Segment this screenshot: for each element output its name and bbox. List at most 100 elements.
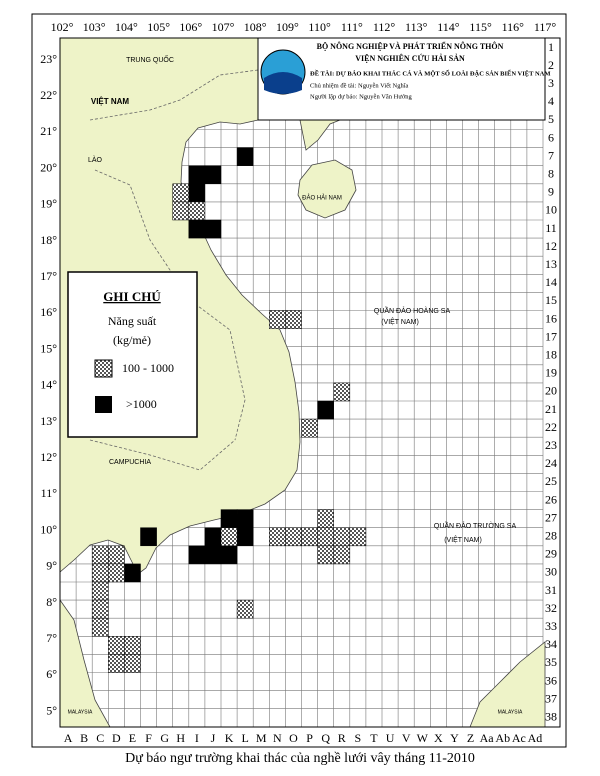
column-label: N — [273, 731, 282, 745]
longitude-label: 112° — [373, 20, 396, 34]
longitude-label: 102° — [51, 20, 74, 34]
border — [89, 69, 259, 121]
cell-medium — [91, 581, 109, 601]
cell-high — [188, 165, 206, 185]
cell-medium — [91, 617, 109, 637]
longitude-label: 113° — [405, 20, 428, 34]
column-label: H — [176, 731, 185, 745]
latitude-label: 5° — [46, 703, 57, 717]
forecaster: Người lập dự báo: Nguyễn Văn Hướng — [310, 93, 413, 100]
cell-high — [204, 545, 222, 565]
latitude-label: 21° — [40, 124, 57, 138]
row-label: 11 — [545, 221, 557, 235]
column-label: G — [160, 731, 169, 745]
row-label: 7 — [548, 148, 554, 162]
cell-medium — [172, 201, 190, 221]
legend-frame — [67, 271, 198, 438]
leizhou — [262, 119, 341, 151]
cell-medium — [172, 183, 190, 203]
cell-medium — [317, 527, 334, 547]
cell-high — [317, 400, 334, 420]
place-name: QUẦN ĐẢO HOÀNG SA — [374, 305, 451, 315]
row-label: 29 — [545, 547, 557, 561]
cell-medium — [108, 636, 125, 655]
caption: Dự báo ngư trường khai thác của nghề lướ… — [125, 751, 475, 766]
latitude-label: 6° — [46, 667, 57, 681]
cell-medium — [124, 654, 141, 673]
place-name: ĐẢO HẢI NAM — [302, 195, 342, 202]
cell-medium — [349, 527, 367, 547]
longitude-label: 103° — [83, 20, 106, 34]
hainan — [297, 159, 357, 219]
column-label: Ac — [512, 731, 526, 745]
cell-medium — [124, 636, 141, 655]
column-label: D — [112, 731, 121, 745]
longitude-label: 114° — [437, 20, 460, 34]
legend-label: 100 - 1000 — [122, 361, 174, 375]
row-label: 34 — [545, 637, 557, 651]
cell-medium — [333, 382, 351, 402]
column-label: P — [306, 731, 313, 745]
cell-medium — [91, 599, 109, 619]
cell-high — [204, 165, 222, 185]
column-label: O — [289, 731, 298, 745]
longitude-label: 110° — [308, 20, 331, 34]
cell-medium — [188, 201, 206, 221]
longitude-label: 109° — [276, 20, 299, 34]
column-label: U — [386, 731, 395, 745]
cell-high — [124, 563, 141, 583]
row-label: 25 — [545, 474, 557, 488]
cell-high — [204, 219, 222, 239]
cell-medium — [236, 599, 254, 619]
column-label: Aa — [480, 731, 495, 745]
column-label: F — [145, 731, 152, 745]
place-name: (VIỆT NAM) — [444, 535, 482, 544]
column-label: I — [195, 731, 199, 745]
row-label: 6 — [548, 130, 554, 144]
cell-medium — [285, 310, 302, 329]
latitude-label: 15° — [40, 341, 57, 355]
latitude-label: 12° — [40, 450, 57, 464]
latitude-label: 13° — [40, 414, 57, 428]
longitude-label: 107° — [212, 20, 235, 34]
legend-title: GHI CHÚ — [103, 289, 161, 304]
column-label: W — [417, 731, 429, 745]
longitude-label: 115° — [469, 20, 492, 34]
place-name: (VIỆT NAM) — [381, 317, 419, 326]
row-label: 10 — [545, 203, 557, 217]
column-label: S — [355, 731, 362, 745]
longitude-label: 111° — [341, 20, 363, 34]
cell-medium — [285, 527, 302, 547]
row-label: 35 — [545, 655, 557, 669]
column-label: Y — [450, 731, 459, 745]
cell-high — [236, 527, 254, 547]
cell-medium — [317, 545, 334, 565]
longitude-label: 117° — [534, 20, 557, 34]
row-label: 12 — [545, 239, 557, 253]
cell-high — [220, 545, 238, 565]
cell-medium — [301, 527, 318, 547]
row-label: 16 — [545, 311, 557, 325]
row-label: 5 — [548, 112, 554, 126]
row-label: 2 — [548, 58, 554, 72]
place-name: MALAYSIA — [498, 709, 523, 715]
legend: GHI CHÚ Năng suất (kg/mẻ) 100 - 1000 >10… — [67, 271, 198, 438]
column-label: C — [96, 731, 104, 745]
latitude-label: 7° — [46, 631, 57, 645]
place-name: QUẦN ĐẢO TRƯỜNG SA — [434, 520, 517, 530]
column-label: Z — [467, 731, 474, 745]
cell-medium — [333, 545, 351, 565]
row-label: 18 — [545, 348, 557, 362]
cell-medium — [269, 310, 286, 329]
logo-wave — [264, 72, 302, 94]
cell-medium — [220, 527, 238, 547]
row-label: 38 — [545, 710, 557, 724]
row-label: 24 — [545, 456, 557, 470]
outer-frame — [31, 13, 567, 748]
column-label: B — [80, 731, 88, 745]
row-label: 13 — [545, 257, 557, 271]
row-label: 30 — [545, 565, 557, 579]
institute: VIỆN NGHIÊN CỨU HẢI SẢN — [355, 53, 465, 63]
cell-medium — [91, 545, 109, 565]
